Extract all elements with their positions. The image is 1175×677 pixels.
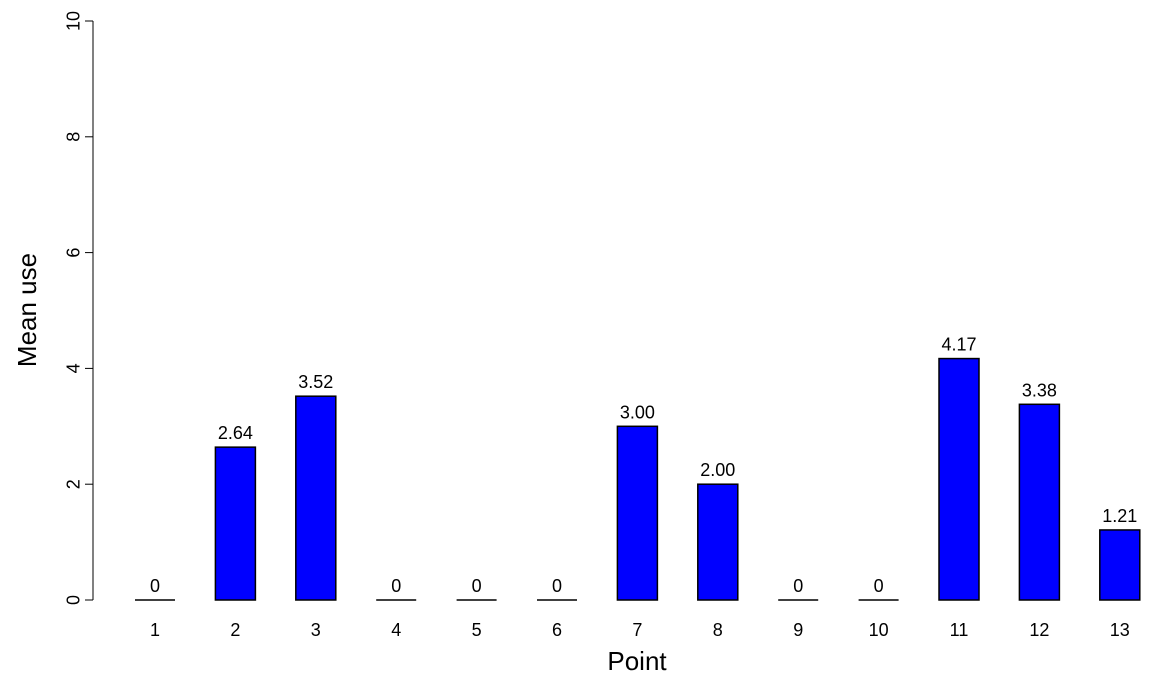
bar — [616, 425, 659, 601]
data-label: 3.38 — [1022, 380, 1057, 400]
data-label: 0 — [793, 576, 803, 596]
y-tick-label: 8 — [63, 132, 83, 142]
y-axis: 0 2 4 6 8 10 — [63, 11, 94, 605]
bars-group — [135, 357, 1141, 601]
data-label: 0 — [391, 576, 401, 596]
x-axis-title: Point — [607, 646, 667, 676]
y-tick-label: 2 — [63, 479, 83, 489]
x-tick-label: 12 — [1029, 620, 1049, 640]
x-tick-label: 2 — [230, 620, 240, 640]
data-label: 4.17 — [941, 335, 976, 355]
x-tick-label: 9 — [793, 620, 803, 640]
x-tick-label: 13 — [1110, 620, 1130, 640]
bar — [697, 483, 739, 601]
bar — [214, 446, 257, 601]
x-tick-label: 11 — [950, 620, 969, 640]
data-label: 0 — [472, 576, 482, 596]
x-tick-labels: 1 2 3 4 5 6 7 8 9 10 11 12 13 — [150, 620, 1130, 640]
data-label: 2.64 — [218, 423, 253, 443]
x-tick-label: 10 — [869, 620, 889, 640]
y-tick-label: 6 — [63, 248, 83, 258]
bar — [1099, 529, 1141, 601]
y-axis-title: Mean use — [12, 253, 42, 367]
y-tick-label: 4 — [63, 363, 83, 373]
x-tick-label: 3 — [311, 620, 321, 640]
x-tick-label: 6 — [552, 620, 562, 640]
y-tick-label: 10 — [63, 11, 83, 31]
bar — [1018, 403, 1061, 601]
x-tick-label: 5 — [472, 620, 482, 640]
data-label: 0 — [874, 576, 884, 596]
data-label: 3.00 — [620, 402, 655, 422]
data-labels-group: 0 2.64 3.52 0 0 0 3.00 2.00 0 0 4.17 3.38 1.21 — [150, 335, 1137, 596]
data-label: 1.21 — [1102, 506, 1137, 526]
bar — [938, 357, 980, 601]
data-label: 0 — [150, 576, 160, 596]
data-label: 2.00 — [700, 460, 735, 480]
x-tick-label: 7 — [632, 620, 642, 640]
data-label: 3.52 — [298, 372, 333, 392]
x-tick-label: 4 — [391, 620, 401, 640]
bar — [295, 395, 337, 601]
x-tick-label: 8 — [713, 620, 723, 640]
data-label: 0 — [552, 576, 562, 596]
y-tick-label: 0 — [63, 595, 83, 605]
x-tick-label: 1 — [150, 620, 160, 640]
